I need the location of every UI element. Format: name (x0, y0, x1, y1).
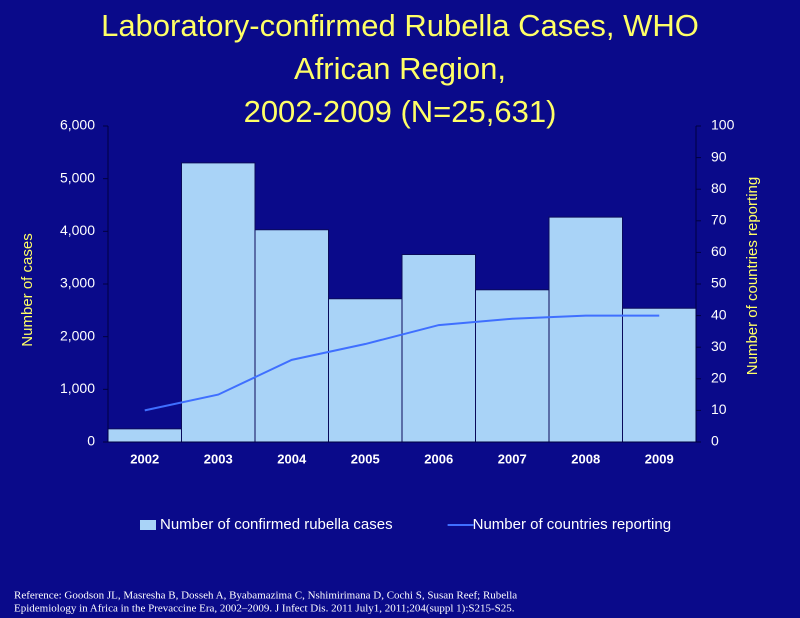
y-tick-label: 5,000 (60, 169, 95, 185)
reference: Reference: Goodson JL, Masresha B, Dosse… (14, 590, 517, 602)
y2-tick-label: 20 (711, 370, 727, 386)
chart-title: Laboratory-confirmed Rubella Cases, WHO (101, 8, 699, 43)
y2-tick-label: 80 (711, 180, 727, 196)
line (144, 314, 660, 412)
y-tick-label: 4,000 (60, 222, 95, 238)
y2-tick-label: 40 (711, 306, 727, 322)
y-tick-label: 6,000 (60, 117, 95, 133)
x-tick-label: 2003 (204, 451, 233, 466)
x-tick-label: 2005 (351, 451, 380, 466)
y2-tick-label: 90 (711, 148, 727, 164)
legend-label: Number of confirmed rubella cases (160, 516, 393, 533)
bar (401, 254, 476, 443)
chart-title: 2002-2009 (N=25,631) (244, 94, 557, 129)
bar (328, 298, 403, 443)
x-tick-label: 2008 (571, 451, 600, 466)
y2-tick-label: 50 (711, 275, 727, 291)
reference: Epidemiology in Africa in the Prevaccine… (14, 603, 515, 615)
bar (254, 229, 329, 443)
y2-tick-label: 0 (711, 433, 719, 449)
x-tick-label: 2004 (277, 451, 307, 466)
y2-axis-label: Number of countries reporting (744, 177, 761, 375)
x-tick-label: 2006 (424, 451, 453, 466)
legend-swatch (140, 520, 156, 530)
bar (475, 289, 550, 443)
y2-tick-label: 100 (711, 117, 735, 133)
x-tick-label: 2002 (130, 451, 159, 466)
y-tick-label: 0 (87, 433, 95, 449)
x-tick-label: 2009 (645, 451, 674, 466)
legend-label: Number of countries reporting (473, 516, 671, 533)
bar (548, 216, 623, 443)
y-tick-label: 1,000 (60, 380, 95, 396)
y2-tick-label: 10 (711, 401, 727, 417)
y2-tick-label: 60 (711, 243, 727, 259)
chart-title: African Region, (294, 51, 506, 86)
y-tick-label: 2,000 (60, 327, 95, 343)
y2-tick-label: 30 (711, 338, 727, 354)
x-tick-label: 2007 (498, 451, 527, 466)
y2-tick-label: 70 (711, 212, 727, 228)
bar (622, 307, 697, 443)
bar (107, 428, 182, 443)
y-axis-label: Number of cases (19, 233, 36, 346)
y-tick-label: 3,000 (60, 275, 95, 291)
